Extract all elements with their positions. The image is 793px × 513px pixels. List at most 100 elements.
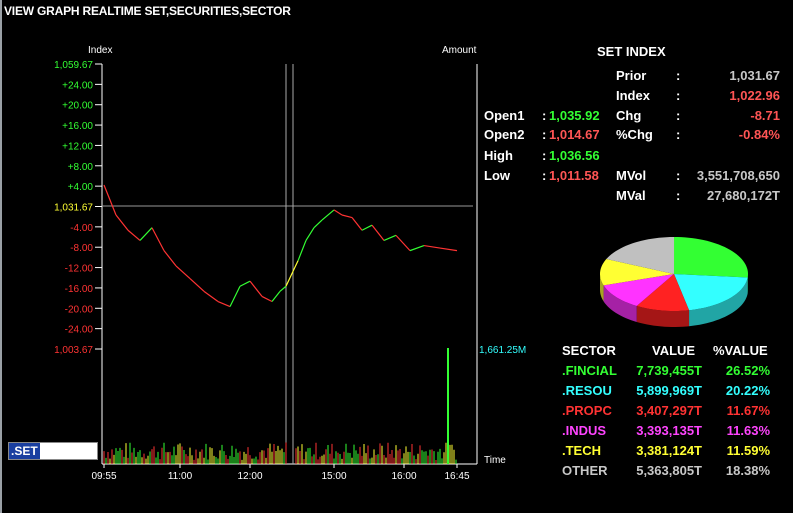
x-tick-label: 12:00 [237, 471, 262, 482]
index-segment [279, 285, 287, 292]
sector-row-propc-value: 3,407,297T [636, 403, 702, 418]
y-tick-label: -4.00 [70, 223, 93, 234]
y-tick-label: +24.00 [62, 80, 93, 91]
y-tick-label: 1,003.67 [54, 345, 93, 356]
index-sep: : [676, 88, 681, 103]
sector-row-propc-name[interactable]: .PROPC [562, 403, 612, 418]
index-segment [297, 240, 307, 262]
x-tick-label: 16:45 [444, 471, 469, 482]
index-segment [151, 227, 165, 251]
index-segment [249, 280, 263, 297]
index-segment [321, 209, 335, 221]
y-tick-label: +12.00 [62, 141, 93, 152]
pchg-label: %Chg [616, 127, 653, 142]
sector-row-propc-pct: 11.67% [726, 403, 770, 418]
window-title: VIEW GRAPH REALTIME SET,SECURITIES,SECTO… [4, 4, 291, 18]
left-axis-label: Index [88, 45, 112, 56]
x-axis-ticks: 09:55 11:00 12:00 15:00 16:00 16:45 [91, 464, 470, 482]
index-label: Index [616, 88, 650, 103]
sector-row-tech-pct: 11.59% [726, 443, 770, 458]
pie-slice [674, 274, 748, 311]
y-tick-label: -20.00 [65, 304, 94, 315]
pie-slice-side [636, 305, 690, 327]
pie-slice [603, 274, 674, 306]
y-tick-label: -8.00 [70, 243, 93, 254]
x-tick-label: 15:00 [321, 471, 346, 482]
pie-slice-side [600, 274, 604, 302]
index-segment [285, 260, 299, 287]
index-segment [395, 234, 411, 252]
index-segment [127, 229, 141, 241]
sector-row-tech-name[interactable]: .TECH [562, 443, 601, 458]
mval-sep: : [676, 188, 681, 203]
symbol-input[interactable]: .SET [8, 442, 98, 460]
high-sep: : [542, 148, 547, 163]
index-segment [383, 234, 397, 241]
index-segment [313, 219, 323, 229]
sector-row-indus-pct: 11.63% [726, 423, 770, 438]
low-sep: : [542, 168, 547, 183]
index-segment [217, 300, 231, 308]
high-value: 1,036.56 [549, 148, 600, 163]
index-value: 1,022.96 [729, 88, 780, 103]
pie-slice [606, 237, 675, 274]
pie-slice-side [603, 285, 637, 322]
y-tick-label: 1,059.67 [54, 60, 93, 71]
sector-row-other-pct: 18.38% [725, 463, 770, 478]
sector-row-indus-value: 3,393,135T [636, 423, 702, 438]
low-value: 1,011.58 [549, 168, 599, 183]
sector-row-tech-value: 3,381,124T [636, 443, 702, 458]
open2-sep: : [542, 127, 547, 142]
symbol-input-value: .SET [9, 443, 40, 459]
index-segment [333, 209, 343, 216]
mvol-label: MVol [616, 168, 647, 183]
index-segment [409, 244, 425, 252]
index-segment [351, 217, 363, 231]
sector-row-fincial-name[interactable]: .FINCIAL [562, 363, 617, 378]
pchg-sep: : [676, 127, 681, 142]
sector-row-other-name[interactable]: OTHER [562, 463, 608, 478]
high-label: High [484, 148, 513, 163]
index-segment [203, 290, 219, 303]
right-axis-label: Amount [442, 45, 477, 56]
pie-slice [636, 274, 690, 311]
volume-bars [103, 348, 457, 464]
chg-sep: : [676, 108, 681, 123]
y-tick-label: +16.00 [62, 121, 93, 132]
index-segment [423, 244, 441, 249]
chg-value: -8.71 [750, 108, 780, 123]
pie-slice [674, 237, 748, 278]
open2-label: Open2 [484, 127, 525, 142]
sector-row-other-value: 5,363,805T [636, 463, 702, 478]
index-segment [175, 265, 191, 280]
sector-row-resou-name[interactable]: .RESOU [562, 383, 612, 398]
sector-row-fincial-value: 7,739,455T [636, 363, 702, 378]
index-segment [439, 247, 458, 252]
pchg-value: -0.84% [738, 127, 780, 142]
mval-value: 27,680,172T [706, 188, 780, 203]
y-tick-label: +4.00 [68, 182, 94, 193]
y-tick-label: +8.00 [68, 162, 94, 173]
sector-row-resou-pct: 20.22% [725, 383, 770, 398]
index-segment [341, 214, 353, 219]
index-segment [261, 295, 273, 303]
time-axis-label: Time [484, 455, 506, 466]
index-segment [103, 184, 117, 216]
index-segment [371, 224, 385, 241]
y-axis-ticks: 1,059.67 +24.00 +20.00 +16.00 +12.00 +8.00 +4.… [54, 60, 102, 356]
sector-row-indus-name[interactable]: .INDUS [562, 423, 607, 438]
index-segment [271, 290, 281, 302]
pct-header: %VALUE [713, 343, 768, 358]
sector-row-resou-value: 5,899,969T [636, 383, 702, 398]
prior-value: 1,031.67 [729, 68, 780, 83]
index-segment [239, 280, 251, 287]
index-segment [189, 278, 205, 292]
x-tick-label: 09:55 [91, 471, 116, 482]
set-index-header: SET INDEX [597, 44, 666, 59]
mvol-sep: : [676, 168, 681, 183]
low-label: Low [484, 168, 510, 183]
open1-label: Open1 [484, 108, 525, 123]
value-header: VALUE [652, 343, 696, 358]
mval-label: MVal [616, 188, 646, 203]
